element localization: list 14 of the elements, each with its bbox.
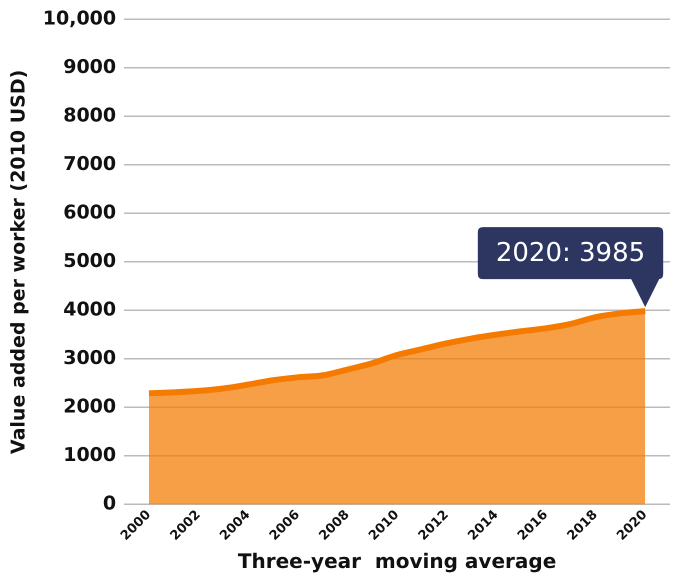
y-tick-label: 8000: [63, 104, 116, 126]
y-tick-label: 3000: [63, 346, 116, 369]
y-tick-label: 6000: [63, 201, 116, 224]
y-tick-label: 5000: [63, 250, 116, 272]
annotation: 2020: 3985: [496, 238, 646, 268]
x-axis-title: Three-year moving average: [238, 549, 556, 574]
y-tick-label: 1000: [63, 444, 116, 466]
y-tick-label: 4000: [63, 298, 116, 320]
y-tick-label: 10,000: [42, 7, 116, 30]
y-tick-label: 7000: [63, 152, 116, 175]
y-axis-title: Value added per worker (2010 USD): [7, 70, 30, 454]
y-tick-label: 2000: [63, 395, 116, 418]
y-tick-label: 9000: [63, 56, 116, 78]
y-tick-label: 0: [102, 492, 116, 514]
